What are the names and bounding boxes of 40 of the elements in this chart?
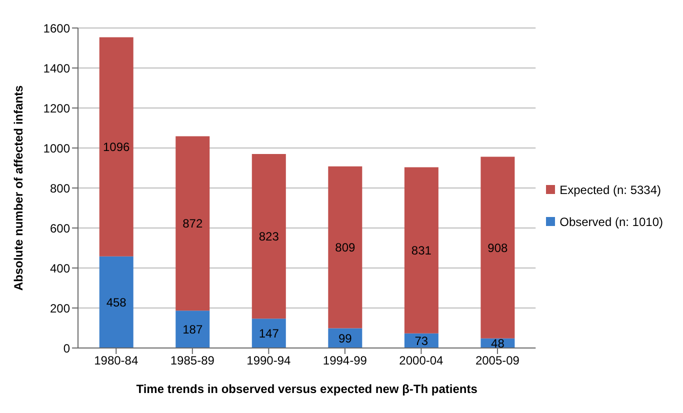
bar [252,318,286,348]
y-tick-label: 1000 [43,141,70,156]
data-label: 48 [491,336,505,350]
y-tick-label: 1600 [43,21,70,36]
data-label: 872 [182,216,203,231]
y-axis-title: Absolute number of affected infants [11,85,26,291]
y-tick-label: 200 [50,301,70,316]
bar [99,256,134,348]
data-label: 73 [414,334,428,348]
data-label: 1096 [103,140,130,154]
x-axis-title: Time trends in observed versus expected new β-Th patients [136,382,478,396]
data-label: 809 [335,240,356,255]
bar [176,136,210,311]
data-label: 458 [106,295,127,310]
bar [99,37,134,256]
bar [404,167,438,334]
x-tick-label: 1990-94 [246,354,292,368]
y-tick-label: 800 [50,181,70,196]
data-label: 99 [338,331,352,346]
y-tick-label: 400 [50,261,70,276]
bar [176,310,210,348]
x-tick-label: 2000-04 [399,354,444,368]
data-label: 823 [258,230,280,244]
y-tick-label: 1200 [43,101,70,116]
data-label: 908 [488,240,508,255]
bar [480,156,515,338]
y-tick-label: 0 [63,341,70,356]
legend-label: Expected (n: 5334) [560,182,662,196]
bar [328,166,362,328]
x-tick-label: 1994-99 [322,354,368,368]
x-tick-label: 2005-09 [475,354,520,368]
y-tick-label: 600 [50,221,70,236]
bar [252,154,286,319]
y-tick-label: 1400 [43,61,70,76]
data-label: 147 [258,326,280,341]
x-tick-label: 1985-89 [170,354,215,368]
data-label: 187 [182,322,203,337]
data-label: 831 [411,244,432,258]
legend-label: Observed (n: 1010) [560,214,663,228]
x-tick-label: 1980-84 [94,354,138,368]
